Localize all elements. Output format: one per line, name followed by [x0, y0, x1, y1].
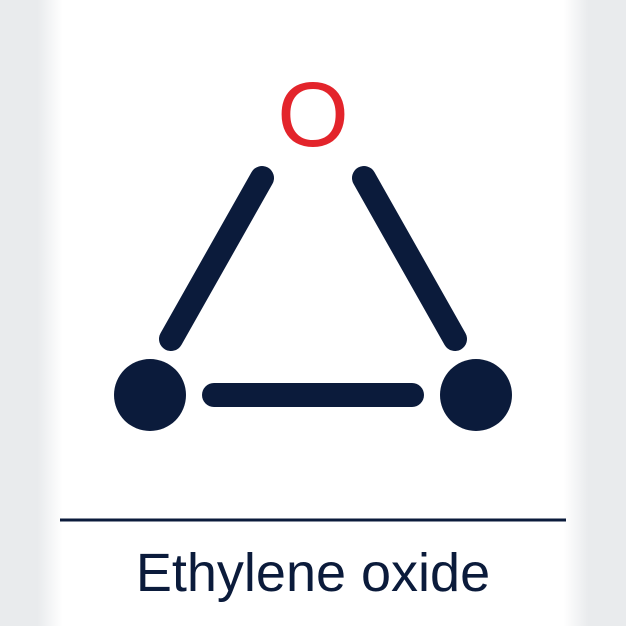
oxygen-symbol: O	[277, 69, 349, 161]
diagram-canvas: O Ethylene oxide	[0, 0, 626, 626]
compound-name: Ethylene oxide	[136, 546, 490, 600]
carbon-right	[440, 359, 512, 431]
carbon-left	[114, 359, 186, 431]
